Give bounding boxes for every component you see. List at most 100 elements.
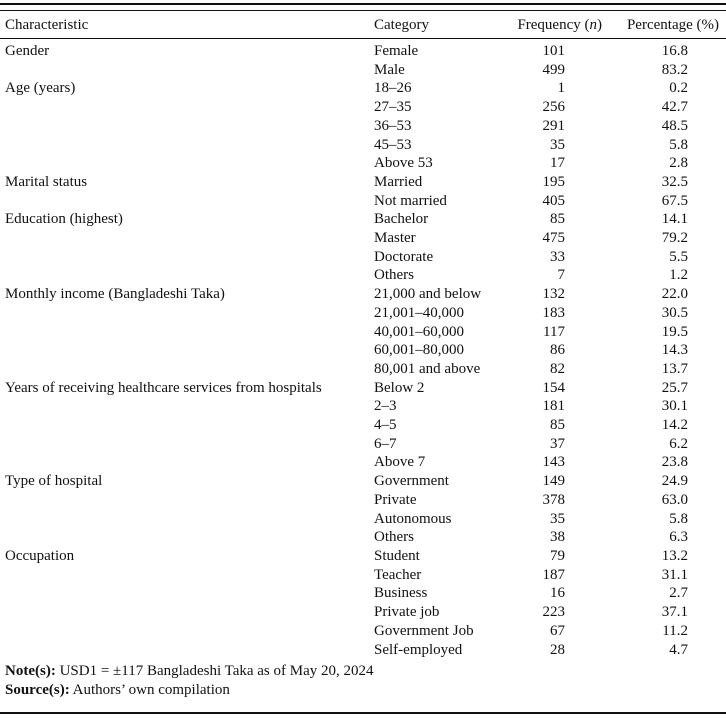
percentage-cell: 24.9 [661, 473, 688, 490]
category-cell: Above 7 [374, 454, 426, 471]
frequency-cell: 35 [550, 136, 565, 153]
percentage-cell: 16.8 [661, 43, 688, 59]
table-row: Above 53 17 2.8 [0, 154, 726, 173]
percentage-cell: 5.8 [669, 136, 688, 153]
percentage-cell: 14.1 [661, 211, 688, 228]
percentage-cell: 4.7 [669, 641, 688, 658]
table-row: 21,001–40,000 183 30.5 [0, 304, 726, 323]
characteristic-cell [0, 491, 370, 510]
category-cell: Not married [374, 192, 447, 209]
characteristic-cell [0, 117, 370, 136]
table-row: Private job 223 37.1 [0, 603, 726, 622]
note-label: Note(s): [5, 663, 56, 680]
percentage-cell: 30.1 [661, 398, 688, 415]
table-header: Characteristic Category Frequency (n) Pe… [0, 11, 726, 39]
characteristic-cell [0, 603, 370, 622]
characteristic-cell [0, 510, 370, 529]
category-cell: Married [374, 173, 423, 190]
percentage-cell: 13.2 [661, 547, 688, 564]
percentage-cell: 22.0 [661, 286, 688, 303]
frequency-cell: 38 [550, 529, 565, 546]
characteristic-cell [0, 453, 370, 472]
frequency-cell: 143 [542, 454, 566, 471]
table-row: Doctorate 33 5.5 [0, 248, 726, 267]
characteristic-cell [0, 98, 370, 117]
frequency-cell: 181 [542, 398, 566, 415]
category-cell: Business [374, 585, 428, 602]
characteristic-cell [0, 566, 370, 585]
frequency-cell: 405 [542, 192, 566, 209]
frequency-n-symbol: n [589, 17, 598, 33]
category-cell: 21,001–40,000 [374, 304, 464, 321]
category-cell: 4–5 [374, 417, 397, 434]
category-cell: 80,001 and above [374, 360, 481, 377]
category-cell: Master [374, 230, 416, 247]
source-label: Source(s): [5, 681, 70, 698]
table-row: Male 499 83.2 [0, 61, 726, 80]
table-row: Teacher 187 31.1 [0, 566, 726, 585]
category-cell: Bachelor [374, 211, 429, 228]
characteristic-cell: Marital status [5, 173, 88, 190]
frequency-cell: 86 [550, 342, 565, 359]
characteristic-cell [0, 341, 370, 360]
frequency-cell: 67 [550, 622, 565, 639]
characteristic-cell [0, 192, 370, 211]
percentage-cell: 48.5 [661, 117, 688, 134]
characteristic-cell [0, 416, 370, 435]
category-cell: 6–7 [374, 435, 397, 452]
frequency-cell: 1 [557, 80, 566, 97]
category-cell: Doctorate [374, 248, 434, 265]
category-cell: Student [374, 547, 420, 564]
table-notes: Note(s): USD1 = ±117 Bangladeshi Taka as… [0, 662, 726, 699]
characteristic-cell: Occupation [5, 547, 75, 564]
characteristic-cell [0, 248, 370, 267]
col-header-category: Category [370, 11, 505, 39]
percentage-cell: 30.5 [661, 304, 688, 321]
frequency-cell: 183 [542, 304, 566, 321]
table-row: 40,001–60,000 117 19.5 [0, 323, 726, 342]
frequency-cell: 475 [542, 230, 566, 247]
characteristic-cell [0, 397, 370, 416]
category-cell: 18–26 [374, 80, 412, 97]
category-cell: Above 53 [374, 155, 433, 172]
col-header-frequency: Frequency (n) [505, 11, 610, 39]
table-row: Others 7 1.2 [0, 266, 726, 285]
percentage-cell: 83.2 [661, 61, 688, 78]
characteristic-cell [0, 323, 370, 342]
frequency-cell: 149 [542, 473, 566, 490]
table-row: Not married 405 67.5 [0, 192, 726, 211]
percentage-cell: 14.3 [661, 342, 688, 359]
table-body: Gender Female 101 16.8 Male 499 83.2 Age (years… [0, 39, 726, 660]
frequency-cell: 132 [542, 286, 566, 303]
bottom-rule [0, 712, 726, 715]
table-row: Occupation Student 79 13.2 [0, 547, 726, 566]
category-cell: Teacher [374, 566, 422, 583]
frequency-cell: 7 [557, 267, 566, 284]
characteristic-cell [0, 528, 370, 547]
characteristic-cell [0, 360, 370, 379]
category-cell: 21,000 and below [374, 286, 482, 303]
frequency-header-suffix: ) [597, 17, 602, 33]
characteristic-cell [0, 154, 370, 173]
frequency-cell: 187 [542, 566, 566, 583]
table-row: Gender Female 101 16.8 [0, 39, 726, 61]
table-row: Type of hospital Government 149 24.9 [0, 472, 726, 491]
table-row: Education (highest) Bachelor 85 14.1 [0, 210, 726, 229]
category-cell: Private job [374, 604, 440, 621]
characteristic-cell [0, 622, 370, 641]
top-rule-thick [0, 3, 726, 5]
frequency-cell: 85 [550, 211, 565, 228]
category-cell: Female [374, 43, 419, 59]
note-line: Note(s): USD1 = ±117 Bangladeshi Taka as… [5, 662, 726, 681]
category-cell: Others [374, 529, 414, 546]
table-row: 60,001–80,000 86 14.3 [0, 341, 726, 360]
category-cell: 45–53 [374, 136, 412, 153]
source-line: Source(s): Authors’ own compilation [5, 681, 726, 700]
category-cell: Private [374, 491, 417, 508]
frequency-cell: 37 [550, 435, 565, 452]
table-row: Self-employed 28 4.7 [0, 641, 726, 660]
characteristic-cell [0, 584, 370, 603]
note-text: USD1 = ±117 Bangladeshi Taka as of May 2… [59, 663, 374, 680]
table-row: Government Job 67 11.2 [0, 622, 726, 641]
